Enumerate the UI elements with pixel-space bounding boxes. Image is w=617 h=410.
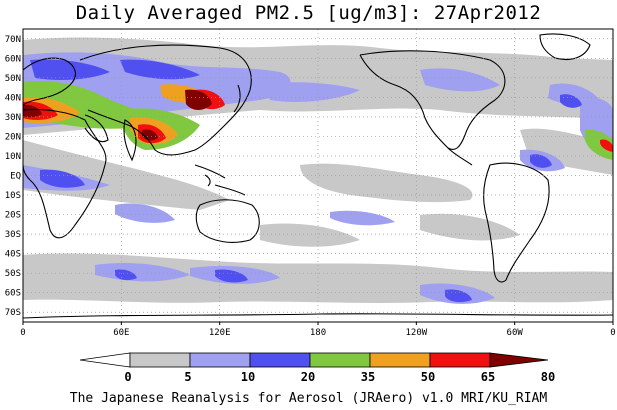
lat-label: 20S (5, 211, 21, 221)
graticule (23, 29, 613, 322)
colorbar-label: 10 (241, 370, 255, 384)
colorbar-arrow-low (79, 352, 131, 368)
colorbar-label: 65 (481, 370, 495, 384)
colorbar-swatch (189, 352, 251, 368)
colorbar-swatch (249, 352, 311, 368)
colorbar-label: 20 (301, 370, 315, 384)
south-america-outline (483, 162, 550, 283)
india-outline (123, 119, 137, 162)
colorbar-label: 35 (361, 370, 375, 384)
colorbar-label: 80 (541, 370, 555, 384)
colorbar-swatch (369, 352, 431, 368)
lat-label: 10S (5, 191, 21, 201)
footer-credit: The Japanese Reanalysis for Aerosol (JRA… (69, 391, 548, 406)
lat-label: 30S (5, 230, 21, 240)
australia-outline (195, 199, 260, 243)
colorbar-swatch (309, 352, 371, 368)
longitude-labels: 0 60E 120E 180 120W 60W 0 (20, 322, 616, 338)
greenland-outline (539, 33, 591, 61)
africa-outline (23, 108, 107, 239)
lon-label: 0 (20, 328, 25, 338)
colorbar-label: 0 (124, 370, 131, 384)
lat-label: 30N (5, 113, 21, 123)
map-title: Daily Averaged PM2.5 [ug/m3]: 27Apr2012 (75, 2, 542, 24)
lat-label: 70S (5, 308, 21, 318)
japan-outline (233, 84, 241, 113)
lat-label: EQ (10, 172, 21, 182)
lat-label: 50N (5, 74, 21, 84)
se-asia-islands (194, 164, 246, 196)
colorbar-swatch (429, 352, 491, 368)
lon-label: 0 (610, 328, 615, 338)
arabia-outline (84, 114, 109, 143)
lon-label: 180 (310, 328, 326, 338)
central-america-outline (447, 147, 473, 166)
lat-label: 20N (5, 132, 21, 142)
colorbar-arrow-high (489, 352, 549, 368)
colorbar: 0 5 10 20 35 50 65 80 (79, 352, 555, 384)
lat-label: 10N (5, 152, 21, 162)
colorbar-label: 5 (184, 370, 191, 384)
lon-label: 60W (507, 328, 524, 338)
colorbar-swatch (129, 352, 191, 368)
band-20-35 (30, 59, 582, 303)
lat-label: 40S (5, 250, 21, 260)
latitude-labels: 70N 60N 50N 40N 30N 20N 10N EQ 10S 20S 30S 40S 50S 60… (5, 35, 21, 318)
lat-label: 70N (5, 35, 21, 45)
lon-label: 120W (405, 328, 427, 338)
antarctica-edge (23, 313, 613, 319)
colorbar-label: 50 (421, 370, 435, 384)
lat-label: 50S (5, 269, 21, 279)
lat-label: 60S (5, 289, 21, 299)
asia-outline (79, 44, 252, 156)
lat-label: 40N (5, 93, 21, 103)
lon-label: 60E (113, 328, 129, 338)
lat-label: 60N (5, 54, 21, 64)
lon-label: 120E (209, 328, 231, 338)
